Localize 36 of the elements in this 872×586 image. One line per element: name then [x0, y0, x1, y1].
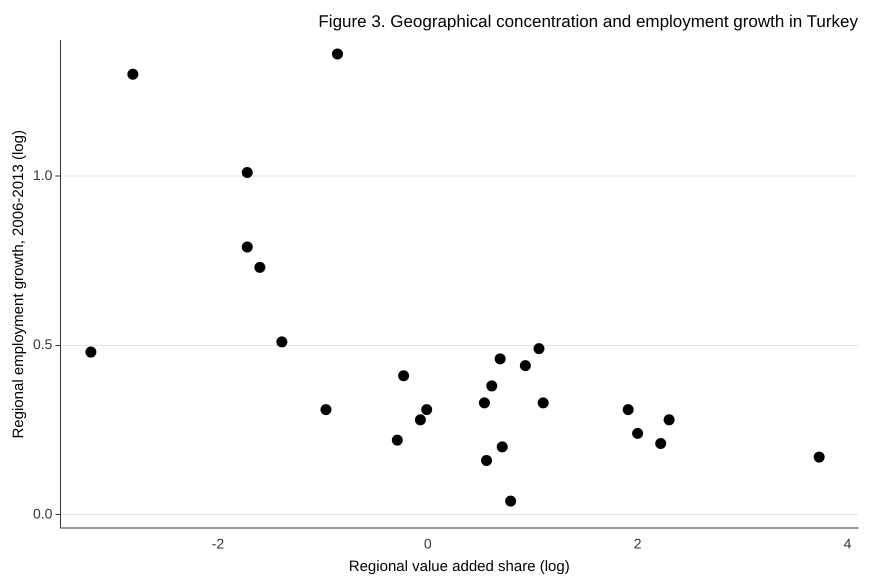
point — [242, 167, 253, 178]
point — [505, 496, 516, 507]
point — [486, 380, 498, 392]
point — [655, 438, 666, 450]
chart-title: Figure 3. Geographical concentration and employment growth in Turkey — [318, 12, 858, 31]
point — [398, 370, 410, 382]
point — [622, 404, 634, 416]
point — [320, 404, 332, 416]
point — [85, 346, 96, 358]
point — [538, 397, 549, 408]
point — [127, 68, 138, 80]
point — [496, 441, 508, 452]
x-tick-label: -2 — [212, 535, 224, 552]
point — [276, 336, 288, 348]
x-axis-title: Regional value added share (log) — [348, 558, 570, 576]
x-tick-label: 0 — [424, 535, 432, 552]
y-axis-title: Regional employment growth, 2006-2013 (log) — [10, 130, 28, 439]
y-tick-label: 0.5 — [32, 336, 53, 352]
point — [494, 353, 506, 364]
point — [332, 48, 343, 60]
x-tick-label: 2 — [634, 535, 642, 552]
x-tick-label: 4 — [844, 535, 852, 552]
point — [254, 262, 266, 273]
point — [392, 434, 403, 446]
point — [814, 452, 825, 463]
point — [478, 397, 490, 408]
point — [414, 414, 426, 426]
point — [421, 404, 432, 416]
point — [242, 242, 253, 253]
y-tick-label: 0.0 — [32, 506, 53, 522]
point — [533, 343, 544, 354]
point — [632, 428, 644, 439]
y-tick-label: 1.0 — [32, 166, 53, 183]
point — [520, 360, 531, 372]
point — [481, 454, 492, 466]
point — [664, 414, 675, 426]
